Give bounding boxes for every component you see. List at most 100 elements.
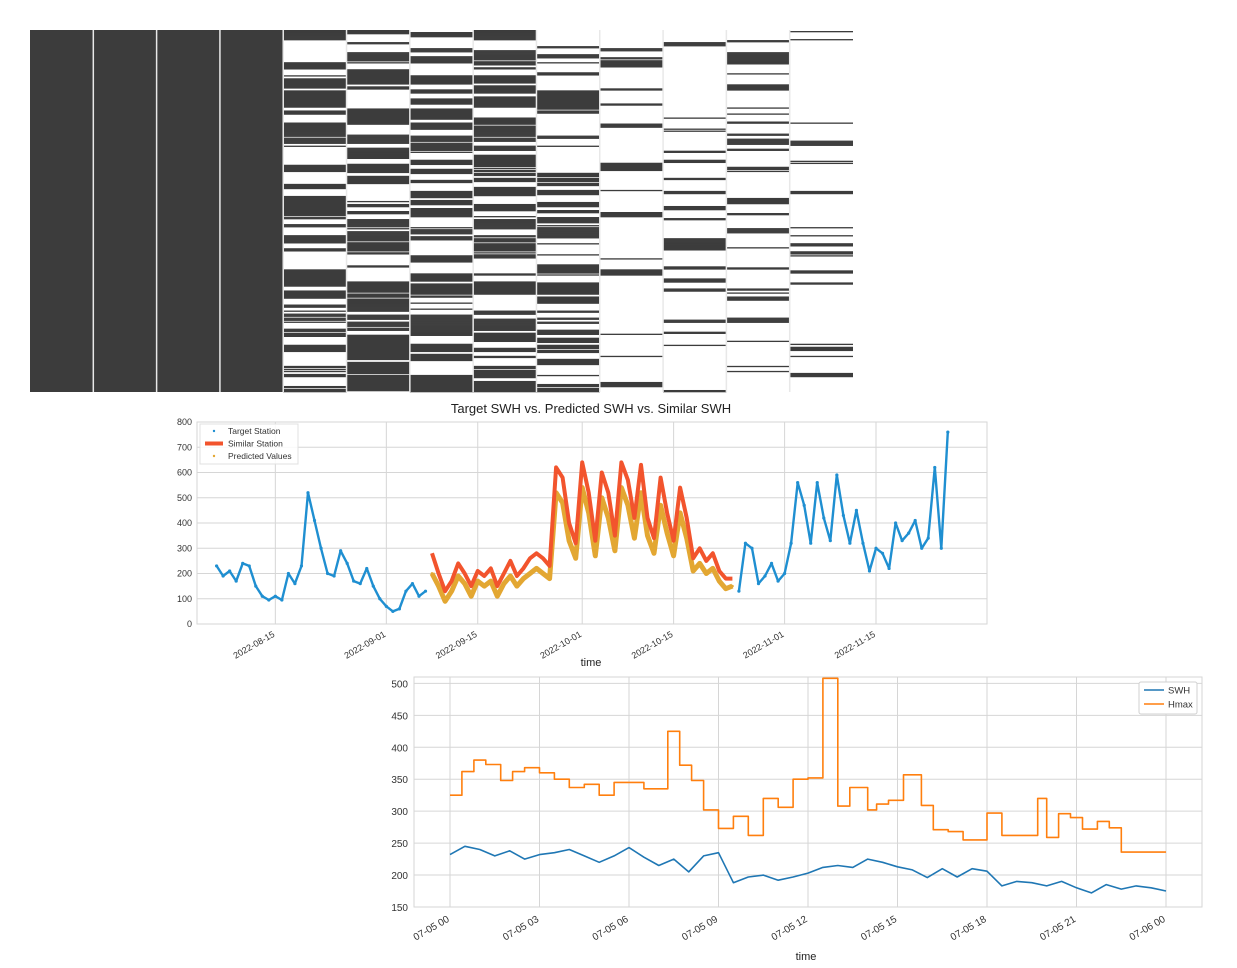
y-tick-label: 400 [391,743,408,754]
matrix-present-cell [283,98,347,100]
matrix-present-cell [663,178,727,181]
matrix-present-cell [473,356,537,359]
matrix-present-cell [536,90,600,92]
matrix-present-cell [536,179,600,182]
matrix-present-cell [283,202,347,205]
matrix-present-cell [473,273,537,275]
matrix-present-cell [473,98,537,100]
matrix-present-cell [346,151,410,153]
matrix-present-cell [346,372,410,375]
predicted-values-point [606,516,610,520]
matrix-present-cell [409,380,474,383]
matrix-present-cell [409,236,474,238]
matrix-present-cell [473,37,537,39]
matrix-present-cell [409,190,474,193]
matrix-present-cell [283,214,347,216]
matrix-present-cell [409,170,474,173]
matrix-present-cell [409,383,474,386]
matrix-present-cell [283,187,347,190]
matrix-present-cell [346,245,410,247]
matrix-present-cell [789,191,853,194]
matrix-present-cell [283,94,347,96]
matrix-present-cell [409,334,474,336]
matrix-present-cell [473,186,537,189]
matrix-present-cell [409,284,474,286]
matrix-present-cell [346,362,410,365]
predicted-values-point [711,567,715,570]
target-station-point [410,582,415,586]
matrix-present-cell [536,271,600,273]
matrix-column-11 [663,30,727,393]
matrix-present-cell [283,197,347,200]
predicted-values-point [626,503,630,507]
matrix-present-cell [473,51,537,53]
matrix-present-cell [283,140,347,142]
matrix-present-cell [726,231,790,233]
matrix-present-cell [346,325,410,327]
matrix-present-cell [536,232,600,234]
matrix-present-cell [283,112,347,114]
matrix-present-cell [346,157,410,160]
matrix-present-cell [283,365,347,368]
matrix-present-cell [346,140,410,142]
matrix-present-cell [346,86,410,88]
target-station-point [286,571,291,576]
matrix-present-cell [473,291,537,293]
matrix-present-cell [536,330,600,332]
matrix-present-cell [536,72,600,74]
matrix-present-cell [283,333,347,335]
target-station-point [893,521,898,525]
matrix-present-cell [283,319,347,321]
matrix-present-cell [283,167,347,170]
predicted-values-point [437,584,440,588]
matrix-present-cell [346,109,410,111]
matrix-present-cell [599,212,664,214]
y-tick-label: 800 [177,417,192,427]
matrix-present-cell [473,350,537,353]
x-tick-label: 07-05 06 [591,914,631,943]
matrix-present-cell [409,255,474,257]
matrix-present-cell [409,388,474,391]
matrix-present-cell [346,120,410,122]
matrix-present-cell [283,139,347,141]
matrix-present-cell [536,283,600,285]
matrix-present-cell [409,379,474,382]
matrix-present-cell [473,189,537,192]
matrix-present-cell [473,289,537,291]
matrix-present-cell [789,190,853,193]
matrix-present-cell [599,355,664,358]
predicted-values-point [535,567,538,570]
matrix-present-cell [473,101,537,103]
matrix-present-cell [473,319,537,321]
matrix-present-cell [409,92,474,94]
matrix-present-cell [599,66,664,68]
matrix-present-cell [346,353,410,356]
matrix-present-cell [283,283,347,285]
matrix-present-cell [346,167,410,170]
matrix-present-cell [283,328,347,330]
matrix-present-cell [409,333,474,335]
matrix-present-cell [473,282,537,284]
matrix-present-cell [283,133,347,135]
matrix-present-cell [409,296,474,298]
matrix-present-cell [726,58,790,60]
matrix-present-cell [409,116,474,118]
matrix-present-cell [536,96,600,98]
matrix-present-cell [409,331,474,333]
matrix-present-cell [726,138,790,140]
matrix-present-cell [473,80,537,82]
matrix-present-cell [726,318,790,320]
matrix-present-cell [473,120,537,122]
matrix-present-cell [283,128,347,130]
matrix-present-cell [283,237,347,239]
matrix-present-cell [409,216,474,218]
matrix-present-cell [283,203,347,206]
matrix-present-cell [536,358,600,361]
matrix-present-cell [726,214,790,216]
predicted-values-point [659,503,662,507]
matrix-present-cell [409,192,474,195]
matrix-column-5 [283,30,347,393]
matrix-present-cell [599,62,664,64]
matrix-present-cell [536,296,600,298]
matrix-present-cell [536,100,600,102]
